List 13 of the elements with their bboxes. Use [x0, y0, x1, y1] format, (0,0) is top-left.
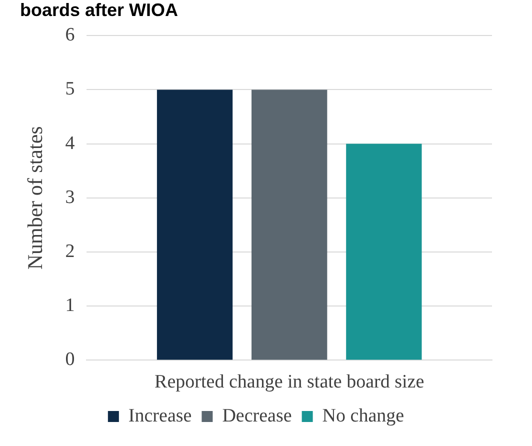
y-tick-label: 3: [65, 186, 75, 208]
y-tick-label: 4: [65, 132, 76, 154]
y-axis-title: Number of states: [23, 126, 48, 270]
chart-title: boards after WIOA: [20, 0, 178, 20]
y-tick-label: 6: [65, 24, 75, 46]
y-tick-label: 1: [65, 295, 75, 316]
legend-label: Increase: [128, 405, 192, 426]
legend-label: No change: [322, 405, 404, 426]
y-tick-label: 2: [65, 240, 75, 262]
legend-label: Decrease: [222, 405, 292, 426]
y-tick-label: 5: [65, 78, 75, 100]
y-tick-label: 0: [65, 349, 75, 370]
x-tick-label: Reported change in state board size: [154, 372, 424, 393]
